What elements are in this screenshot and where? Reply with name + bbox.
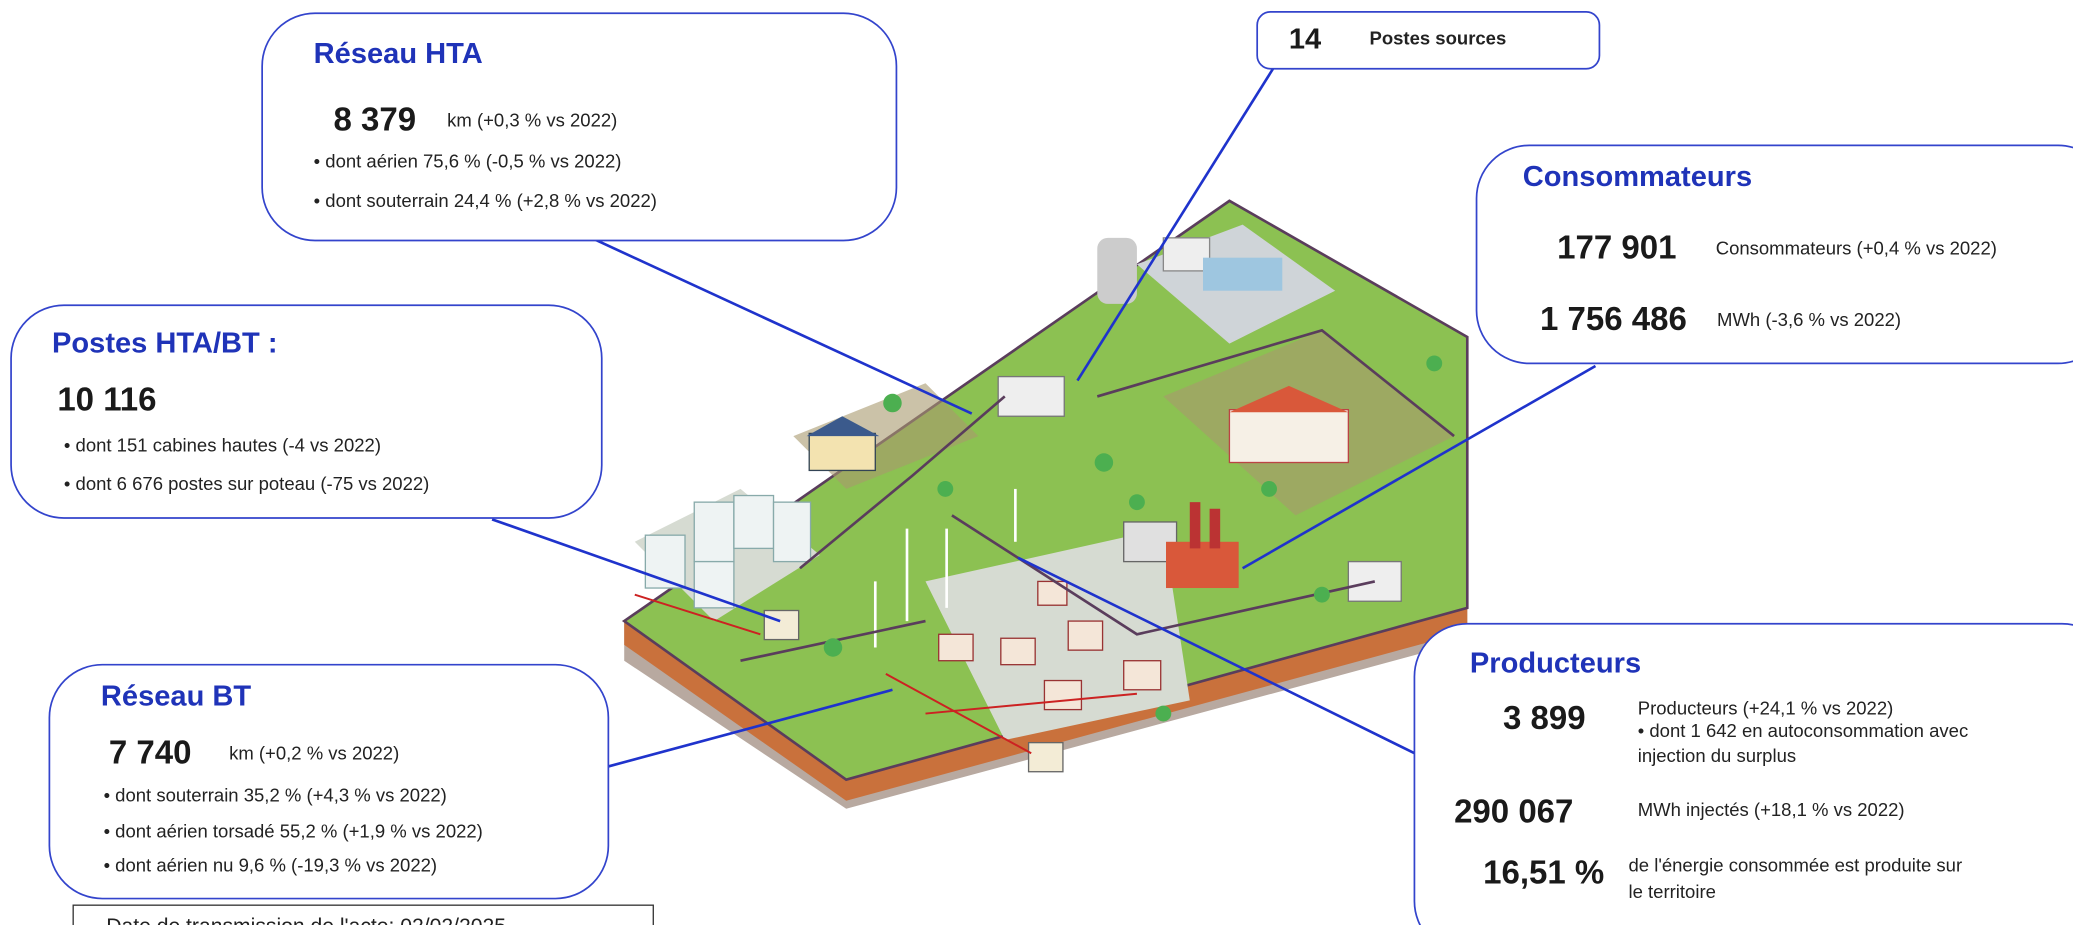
label: injection du surplus [1638, 745, 1796, 766]
value: 10 116 [57, 380, 156, 417]
title: Réseau HTA [314, 38, 483, 70]
reseau-hta-box: Réseau HTA 8 379 km (+0,3 % vs 2022) • d… [261, 12, 898, 242]
unit: km (+0,3 % vs 2022) [447, 109, 617, 130]
label: MWh (-3,6 % vs 2022) [1717, 309, 1901, 330]
value: 8 379 [334, 100, 417, 137]
value: 1 756 486 [1540, 300, 1687, 337]
label: Postes sources [1370, 28, 1507, 49]
title: Consommateurs [1523, 161, 1752, 193]
title: Producteurs [1470, 647, 1641, 679]
value: 3 899 [1503, 699, 1586, 736]
title: Postes HTA/BT : [52, 328, 278, 360]
territory-illustration [621, 199, 1469, 809]
consommateurs-box: Consommateurs 177 901 Consommateurs (+0,… [1475, 144, 2073, 365]
value: 7 740 [109, 733, 192, 770]
item: • dont 6 676 postes sur poteau (-75 vs 2… [64, 473, 429, 494]
value: 14 [1289, 24, 1321, 56]
postes-hta-bt-box: Postes HTA/BT : 10 116 • dont 151 cabine… [10, 304, 603, 519]
item: • dont aérien 75,6 % (-0,5 % vs 2022) [314, 150, 622, 171]
label: MWh injectés (+18,1 % vs 2022) [1638, 799, 1905, 820]
unit: km (+0,2 % vs 2022) [229, 742, 399, 763]
footer-text: Date de transmission de l'acte: 02/02/20… [106, 915, 506, 925]
label: de l'énergie consommée est produite sur [1629, 855, 1963, 876]
value: 177 901 [1557, 228, 1676, 265]
postes-sources-box: 14 Postes sources [1256, 11, 1601, 70]
title: Réseau BT [101, 680, 251, 712]
item: • dont 151 cabines hautes (-4 vs 2022) [64, 435, 381, 456]
footer: Date de transmission de l'acte: 02/02/20… [72, 904, 654, 925]
item: • dont aérien torsadé 55,2 % (+1,9 % vs … [104, 820, 483, 841]
label: Producteurs (+24,1 % vs 2022) [1638, 697, 1894, 718]
value: 16,51 % [1483, 854, 1604, 891]
producteurs-box: Producteurs 3 899 Producteurs (+24,1 % v… [1413, 622, 2073, 925]
item: • dont souterrain 24,4 % (+2,8 % vs 2022… [314, 190, 657, 211]
connectors [491, 68, 1597, 768]
item: • dont souterrain 35,2 % (+4,3 % vs 2022… [104, 785, 447, 806]
label: • dont 1 642 en autoconsommation avec [1638, 720, 1968, 741]
value: 290 067 [1454, 793, 1573, 830]
label: le territoire [1629, 881, 1716, 902]
item: • dont aérien nu 9,6 % (-19,3 % vs 2022) [104, 855, 438, 876]
label: Consommateurs (+0,4 % vs 2022) [1716, 238, 1997, 259]
reseau-bt-box: Réseau BT 7 740 km (+0,2 % vs 2022) • do… [48, 663, 610, 900]
